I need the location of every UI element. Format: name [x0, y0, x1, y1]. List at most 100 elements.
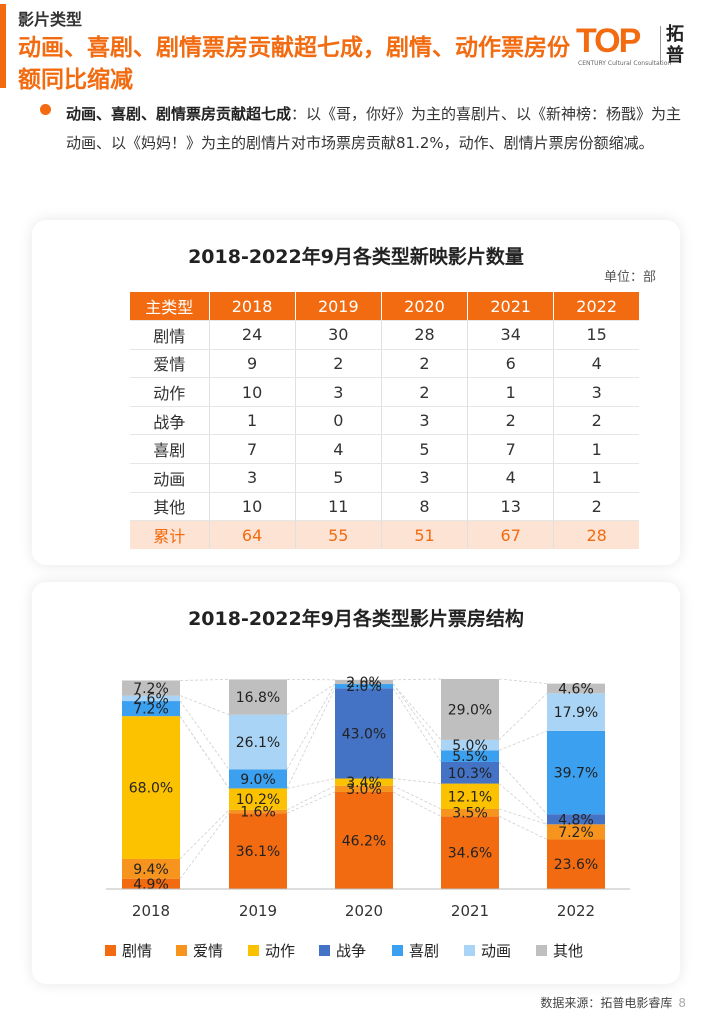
bar-segment [441, 816, 499, 889]
total-label-cell: 累计 [130, 520, 210, 550]
connector-line [179, 679, 230, 681]
row-type-cell: 爱情 [130, 349, 210, 379]
page-title: 动画、喜剧、剧情票房贡献超七成，剧情、动作票房份额同比缩减 [18, 35, 570, 93]
total-cell: 67 [467, 520, 555, 550]
summary-body: ：以《哥，你好》为主的喜剧片、以《新神榜：杨戬》为主动画、以《妈妈！》为主的剧情… [66, 105, 682, 152]
bar-segment [122, 695, 180, 702]
x-tick-label: 2022 [557, 902, 595, 920]
connector-line [286, 683, 336, 770]
header-year: 2021 [467, 292, 555, 322]
bar-segment [441, 808, 499, 817]
total-cell: 64 [209, 520, 296, 550]
table-row: 剧情 24 30 28 34 15 [130, 320, 639, 350]
connector-line [392, 683, 442, 751]
count-cell: 2 [467, 406, 555, 436]
connector-line [392, 678, 442, 681]
logo-text: 拓普 [666, 24, 684, 66]
data-label: 36.1% [236, 844, 280, 860]
count-cell: 13 [467, 492, 555, 522]
data-label: 34.6% [448, 846, 492, 862]
table-body: 剧情 24 30 28 34 15 爱情 9 2 2 6 4 动作 10 3 2 1 3 战争 1 0 3 2 2 喜剧 7 4 5 7… [130, 320, 639, 550]
count-cell: 3 [295, 377, 382, 407]
data-label: 7.2% [558, 825, 594, 841]
data-label: 9.4% [133, 862, 169, 878]
count-cell: 2 [553, 492, 639, 522]
count-cell: 2 [295, 349, 382, 379]
legend-label: 其他 [553, 942, 583, 960]
count-cell: 3 [209, 463, 296, 493]
count-cell: 24 [209, 320, 296, 350]
count-cell: 10 [209, 492, 296, 522]
data-source: 数据来源：拓普电影睿库 [540, 996, 673, 1010]
data-label: 3.0% [346, 782, 382, 798]
x-tick-label: 2018 [132, 902, 170, 920]
bar-segment [547, 683, 605, 694]
count-cell: 9 [209, 349, 296, 379]
page-number: 8 [678, 996, 686, 1010]
legend-label: 剧情 [122, 942, 152, 960]
row-type-cell: 剧情 [130, 320, 210, 350]
bar-segment [441, 679, 499, 740]
bar-segment [441, 783, 499, 809]
count-cell: 2 [553, 406, 639, 436]
legend-label: 爱情 [193, 942, 223, 960]
bar-segment [122, 716, 180, 859]
connector-line [392, 683, 442, 741]
legend-swatch [536, 945, 547, 956]
row-type-cell: 动画 [130, 463, 210, 493]
chart-card: 2018-2022年9月各类型影片票房结构 4.9% 9.4% 68.0% 7.2% 2… [32, 582, 680, 984]
connector-line [498, 815, 548, 840]
count-cell: 8 [381, 492, 469, 522]
data-label: 23.6% [554, 857, 598, 873]
bar-segment [122, 680, 180, 696]
table-total-row: 累计 64 55 51 67 28 [130, 520, 639, 550]
data-label: 1.6% [240, 805, 276, 821]
bar-segment [229, 714, 287, 770]
chart-title: 2018-2022年9月各类型影片票房结构 [188, 608, 524, 630]
header-year: 2019 [295, 292, 382, 322]
connector-line [392, 688, 442, 763]
row-type-cell: 其他 [130, 492, 210, 522]
section-label: 影片类型 [18, 10, 83, 29]
x-tick-label: 2021 [451, 902, 489, 920]
legend-label: 动作 [265, 942, 295, 960]
connector-line [392, 791, 442, 817]
connector-line [498, 692, 548, 741]
count-cell: 3 [553, 377, 639, 407]
table-row: 战争 1 0 3 2 2 [130, 406, 639, 436]
data-label: 17.9% [554, 705, 598, 721]
x-tick-label: 2020 [345, 902, 383, 920]
box-office-chart: 4.9%9.4%68.0%7.2%2.6%7.2%36.1%1.6%10.2%9… [105, 675, 630, 960]
row-type-cell: 战争 [130, 406, 210, 436]
bar-segment [335, 791, 393, 889]
count-cell: 11 [295, 492, 382, 522]
legend-swatch [105, 945, 116, 956]
bar-segment [229, 809, 287, 814]
count-cell: 7 [209, 434, 296, 465]
count-cell: 3 [381, 463, 469, 493]
bar-segment [335, 684, 393, 689]
brand-logo: TOP 拓普 CENTURY Cultural Consultation [576, 22, 696, 72]
table-header-row: 主类型 2018 2019 2020 2021 2022 [130, 292, 639, 322]
bar-segment [441, 739, 499, 751]
table-row: 喜剧 7 4 5 7 1 [130, 434, 639, 465]
count-cell: 2 [381, 377, 469, 407]
connector-line [179, 809, 230, 860]
count-cell: 30 [295, 320, 382, 350]
bar-segment [547, 824, 605, 840]
legend-label: 喜剧 [409, 942, 439, 960]
count-cell: 1 [467, 377, 555, 407]
legend-swatch [319, 945, 330, 956]
data-label: 3.5% [452, 806, 488, 822]
connector-line [498, 808, 548, 825]
logo-divider [660, 26, 661, 64]
footer: 数据来源：拓普电影睿库 8 [540, 994, 686, 1011]
count-cell: 6 [467, 349, 555, 379]
bullet-icon [40, 104, 51, 115]
row-type-cell: 动作 [130, 377, 210, 407]
bar-segment [229, 679, 287, 715]
bar-segment [122, 858, 180, 879]
data-label: 12.1% [448, 789, 492, 805]
legend-swatch [392, 945, 403, 956]
summary-lead: 动画、喜剧、剧情票房贡献超七成 [66, 105, 292, 123]
